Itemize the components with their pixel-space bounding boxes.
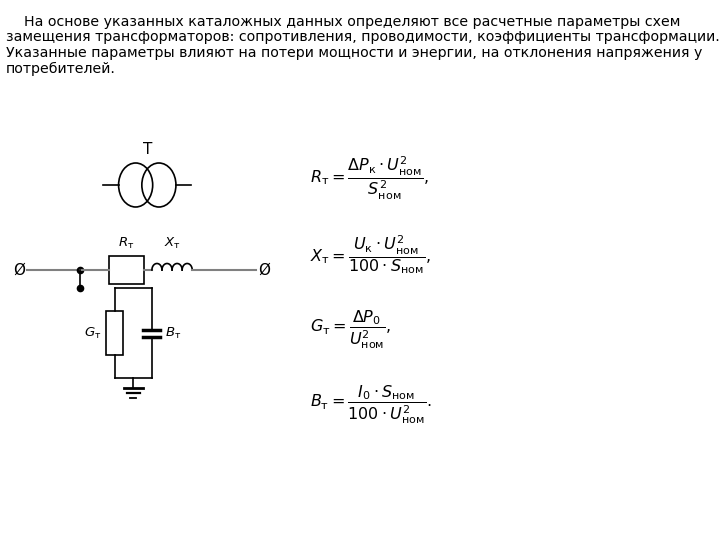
Text: $B_{\rm т}$: $B_{\rm т}$ — [165, 326, 181, 341]
Text: потребителей.: потребителей. — [6, 62, 116, 76]
Text: T: T — [143, 142, 152, 157]
Text: На основе указанных каталожных данных определяют все расчетные параметры схем: На основе указанных каталожных данных оп… — [6, 15, 680, 29]
Bar — [109, 256, 144, 284]
Bar — [106, 311, 123, 355]
Text: $G_{\rm т}$: $G_{\rm т}$ — [84, 326, 102, 341]
Text: $B_{\rm т} = \dfrac{I_{\rm 0} \cdot S_{\rm ном}}{100 \cdot U^{2}_{\rm ном}}.$: $B_{\rm т} = \dfrac{I_{\rm 0} \cdot S_{\… — [310, 383, 431, 427]
Text: $X_{\rm т} = \dfrac{U_{\rm к} \cdot U^{2}_{\rm ном}}{100 \cdot S_{\rm ном}},$: $X_{\rm т} = \dfrac{U_{\rm к} \cdot U^{2… — [310, 234, 431, 276]
Text: Указанные параметры влияют на потери мощности и энергии, на отклонения напряжени: Указанные параметры влияют на потери мощ… — [6, 46, 703, 60]
Text: Ø: Ø — [258, 262, 270, 278]
Text: $X_{\rm т}$: $X_{\rm т}$ — [163, 236, 181, 251]
Text: $R_{\rm т} = \dfrac{\Delta P_{\rm к} \cdot U^{2}_{\rm ном}}{S^{2}_{\rm ном}},$: $R_{\rm т} = \dfrac{\Delta P_{\rm к} \cd… — [310, 154, 429, 202]
Text: Ø: Ø — [13, 262, 24, 278]
Text: замещения трансформаторов: сопротивления, проводимости, коэффициенты трансформац: замещения трансформаторов: сопротивления… — [6, 30, 720, 44]
Text: $G_{\rm т} = \dfrac{\Delta P_{\rm 0}}{U^{2}_{\rm ном}},$: $G_{\rm т} = \dfrac{\Delta P_{\rm 0}}{U^… — [310, 308, 392, 352]
Text: $R_{\rm т}$: $R_{\rm т}$ — [118, 236, 135, 251]
